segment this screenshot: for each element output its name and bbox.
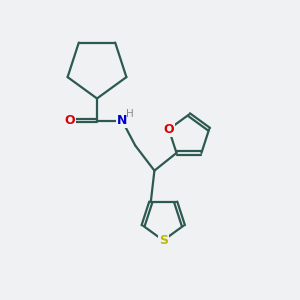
Text: N: N xyxy=(117,114,127,127)
Text: O: O xyxy=(164,123,174,136)
Text: O: O xyxy=(64,114,75,127)
Text: S: S xyxy=(159,234,168,247)
Text: H: H xyxy=(126,109,134,119)
